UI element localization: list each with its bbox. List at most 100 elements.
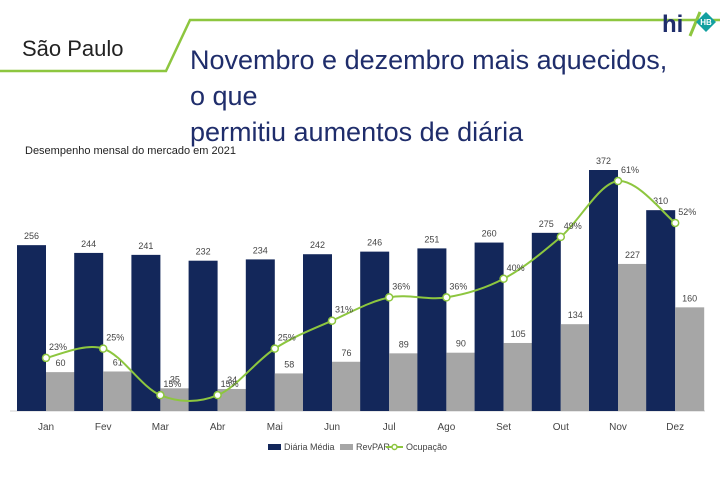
x-tick-label: Mar xyxy=(152,422,170,433)
bar-revpar xyxy=(560,324,590,411)
data-label-revpar: 34 xyxy=(227,375,237,385)
data-label-diaria-media: 232 xyxy=(196,247,211,257)
legend-label-revpar: RevPAR xyxy=(356,442,390,452)
bar-diaria-media xyxy=(245,259,275,411)
bar-revpar xyxy=(446,352,476,411)
bar-diaria-media xyxy=(188,260,218,411)
x-tick-label: Set xyxy=(496,422,511,433)
bar-revpar xyxy=(103,371,133,411)
bar-revpar xyxy=(46,372,75,411)
region-label: São Paulo xyxy=(22,36,124,61)
bar-revpar xyxy=(274,373,304,411)
data-label-diaria-media: 256 xyxy=(24,231,39,241)
data-label-revpar: 90 xyxy=(456,339,466,349)
bar-revpar xyxy=(389,353,419,411)
data-label-diaria-media: 234 xyxy=(253,245,268,255)
data-label-diaria-media: 251 xyxy=(424,234,439,244)
data-label-ocupacao: 36% xyxy=(449,281,467,291)
data-label-revpar: 35 xyxy=(170,374,180,384)
data-label-ocupacao: 49% xyxy=(564,221,582,231)
bar-diaria-media xyxy=(17,245,46,411)
x-tick-label: Ago xyxy=(438,422,456,433)
ocupacao-point xyxy=(98,344,108,353)
data-label-revpar: 134 xyxy=(568,310,583,320)
ocupacao-point xyxy=(442,293,451,302)
ocupacao-point xyxy=(270,344,280,353)
data-label-diaria-media: 242 xyxy=(310,240,325,250)
ocupacao-point xyxy=(670,218,680,228)
data-label-ocupacao: 25% xyxy=(106,333,124,343)
ocupacao-point xyxy=(613,176,623,186)
data-label-revpar: 76 xyxy=(341,348,351,358)
bar-revpar xyxy=(217,388,247,411)
data-label-revpar: 227 xyxy=(625,250,640,260)
ocupacao-point xyxy=(213,390,222,400)
logo-text: hi xyxy=(662,11,683,38)
legend-swatch-diaria-media xyxy=(268,444,281,450)
data-label-revpar: 60 xyxy=(55,358,65,368)
legend-label-ocupacao: Ocupação xyxy=(406,442,447,452)
bar-revpar xyxy=(675,307,705,411)
chart-title: Desempenho mensal do mercado em 2021 xyxy=(25,145,236,157)
data-label-ocupacao: 15% xyxy=(221,379,239,389)
x-tick-label: Nov xyxy=(609,422,627,433)
bar-diaria-media xyxy=(74,252,104,411)
bar-diaria-media xyxy=(474,242,504,411)
bar-diaria-media xyxy=(646,210,676,411)
bar-revpar xyxy=(332,361,361,411)
data-label-revpar: 89 xyxy=(399,339,409,349)
ocupacao-point xyxy=(556,232,566,242)
ocupacao-point xyxy=(499,274,508,284)
data-label-diaria-media: 310 xyxy=(653,196,668,206)
x-tick-label: Fev xyxy=(95,422,112,433)
bar-diaria-media xyxy=(531,232,561,411)
legend-swatch-revpar xyxy=(340,444,353,450)
data-label-revpar: 105 xyxy=(511,329,526,339)
bar-revpar xyxy=(503,342,533,411)
data-label-diaria-media: 244 xyxy=(81,239,96,249)
data-label-diaria-media: 372 xyxy=(596,156,611,166)
bar-diaria-media xyxy=(360,251,390,411)
data-label-ocupacao: 52% xyxy=(678,207,696,217)
data-label-ocupacao: 31% xyxy=(335,305,353,315)
legend-marker-ocupacao xyxy=(391,443,398,451)
data-label-ocupacao: 23% xyxy=(49,342,67,352)
ocupacao-line xyxy=(45,180,676,402)
bar-diaria-media xyxy=(589,170,618,411)
bar-diaria-media xyxy=(131,254,161,411)
slide-title-line1: Novembro e dezembro mais aquecidos, o qu… xyxy=(190,45,668,111)
ocupacao-point xyxy=(41,353,51,363)
data-label-diaria-media: 246 xyxy=(367,238,382,248)
bar-diaria-media xyxy=(417,248,447,411)
data-label-ocupacao: 15% xyxy=(163,379,181,389)
data-label-diaria-media: 260 xyxy=(482,229,497,239)
data-label-revpar: 58 xyxy=(284,359,294,369)
legend-label-diaria-media: Diária Média xyxy=(284,442,335,452)
data-label-ocupacao: 25% xyxy=(278,333,296,343)
data-label-diaria-media: 241 xyxy=(138,241,153,251)
data-label-revpar: 61 xyxy=(113,357,123,367)
data-label-ocupacao: 40% xyxy=(507,263,525,273)
ocupacao-point xyxy=(156,390,165,400)
bar-diaria-media xyxy=(303,254,332,411)
data-label-ocupacao: 36% xyxy=(392,281,410,291)
x-tick-label: Abr xyxy=(210,422,226,433)
x-tick-label: Out xyxy=(553,422,569,433)
ocupacao-point xyxy=(384,293,394,302)
slide-title-line2: permitiu aumentos de diária xyxy=(190,117,524,147)
x-tick-label: Dez xyxy=(666,422,684,433)
data-label-ocupacao: 61% xyxy=(621,165,639,175)
x-tick-label: Jun xyxy=(324,422,340,433)
x-tick-label: Mai xyxy=(267,422,283,433)
header-accent-line xyxy=(0,18,720,73)
brand-logo: hi HB xyxy=(660,6,718,47)
x-tick-label: Jan xyxy=(38,422,54,433)
bar-revpar xyxy=(618,263,647,411)
slide-title: Novembro e dezembro mais aquecidos, o qu… xyxy=(190,42,670,150)
ocupacao-point xyxy=(327,316,337,325)
data-label-diaria-media: 275 xyxy=(539,219,554,229)
x-tick-label: Jul xyxy=(383,422,396,433)
logo-badge: HB xyxy=(700,18,712,27)
data-label-revpar: 160 xyxy=(682,293,697,303)
